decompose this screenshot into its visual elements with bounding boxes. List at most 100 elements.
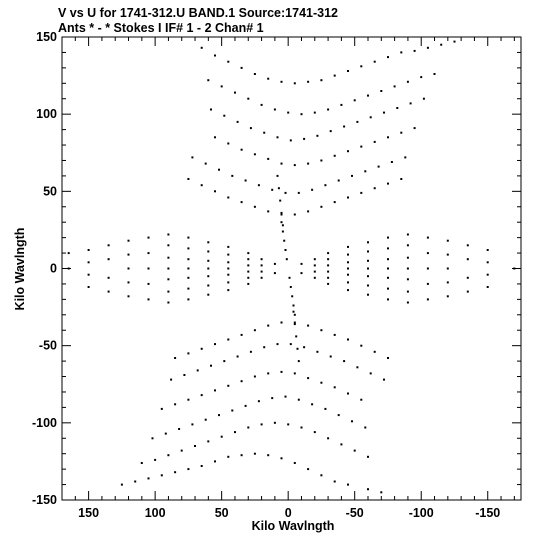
uv-point — [227, 267, 230, 270]
uv-point — [307, 210, 310, 213]
uv-point — [107, 276, 110, 279]
uv-point — [364, 170, 367, 173]
uv-point — [367, 293, 369, 296]
uv-point — [127, 253, 130, 256]
uv-point — [187, 258, 190, 261]
uv-point — [204, 418, 207, 421]
uv-point — [307, 468, 310, 471]
uv-point — [390, 161, 393, 163]
uv-point — [327, 252, 330, 255]
uv-point — [292, 304, 295, 307]
uv-point — [333, 74, 336, 77]
uv-point — [227, 253, 230, 256]
uv-point — [280, 221, 283, 224]
uv-point — [227, 455, 230, 458]
uv-point — [327, 276, 330, 279]
uv-point — [134, 480, 137, 483]
uv-point — [337, 179, 340, 182]
uv-point — [446, 253, 449, 256]
uv-point — [231, 174, 234, 177]
uv-point — [367, 275, 369, 278]
uv-point — [67, 252, 70, 255]
uv-point — [220, 85, 223, 88]
uv-point — [187, 247, 190, 250]
uv-point — [360, 145, 363, 148]
uv-point — [249, 350, 252, 353]
uv-point — [293, 321, 296, 324]
uv-point — [387, 258, 389, 261]
uv-point — [253, 153, 256, 156]
x-axis-label: Kilo Wavlngth — [252, 519, 335, 533]
uv-point — [313, 431, 316, 434]
uv-point — [267, 210, 270, 213]
uv-point — [289, 139, 292, 142]
uv-point — [127, 295, 130, 298]
uv-point — [347, 392, 349, 395]
uv-point — [200, 184, 203, 187]
uv-point — [440, 43, 443, 46]
uv-point — [240, 201, 243, 204]
y-tick-label: -150 — [32, 493, 57, 507]
uv-point — [360, 344, 363, 347]
uv-point — [360, 191, 363, 194]
uv-point — [214, 190, 216, 193]
uv-point — [353, 99, 356, 102]
uv-point — [466, 244, 469, 247]
uv-point — [187, 267, 190, 270]
uv-point — [244, 179, 247, 182]
uv-point — [453, 40, 456, 43]
uv-point — [253, 205, 256, 208]
uv-point — [413, 127, 416, 130]
uv-point — [347, 267, 349, 270]
uv-point — [293, 372, 296, 375]
uv-point — [187, 287, 190, 290]
uv-point — [140, 462, 143, 464]
uv-point — [347, 245, 349, 248]
uv-point — [333, 386, 336, 389]
uv-point — [404, 156, 407, 159]
uv-point — [513, 267, 516, 270]
uv-point — [260, 276, 263, 279]
uv-point — [307, 162, 310, 165]
uv-point — [303, 346, 306, 349]
uv-point — [369, 116, 372, 119]
uv-point — [147, 236, 150, 239]
uv-point — [356, 120, 359, 123]
uv-point — [486, 249, 489, 251]
uv-point — [367, 284, 369, 287]
uv-point — [360, 65, 363, 68]
uv-point — [227, 384, 230, 387]
uv-point — [343, 360, 346, 363]
y-tick-label: 100 — [36, 107, 57, 121]
uv-point — [191, 156, 194, 159]
uv-point — [164, 432, 167, 435]
uv-point — [247, 97, 250, 100]
uv-point — [247, 264, 250, 267]
uv-point — [273, 262, 276, 265]
uv-point — [200, 347, 203, 350]
uv-point — [200, 46, 203, 49]
y-axis-label: Kilo Wavlngth — [13, 228, 27, 311]
uv-point — [387, 236, 389, 239]
uv-point — [347, 281, 349, 284]
uv-point — [231, 409, 234, 412]
uv-point — [446, 239, 449, 242]
uv-point — [260, 264, 263, 267]
uv-point — [466, 276, 469, 279]
uv-point — [316, 134, 319, 137]
uv-point — [227, 245, 230, 248]
uv-point — [271, 188, 274, 191]
uv-point — [373, 350, 376, 353]
uv-point — [347, 261, 349, 264]
uv-point — [167, 233, 170, 236]
uv-point — [313, 276, 316, 279]
uv-point — [214, 343, 216, 346]
uv-point — [380, 90, 383, 92]
uv-point — [200, 394, 203, 397]
uv-point — [347, 483, 349, 486]
uv-point — [420, 76, 423, 79]
uv-point — [292, 310, 295, 313]
uv-point — [396, 107, 399, 109]
uv-point — [257, 184, 260, 187]
